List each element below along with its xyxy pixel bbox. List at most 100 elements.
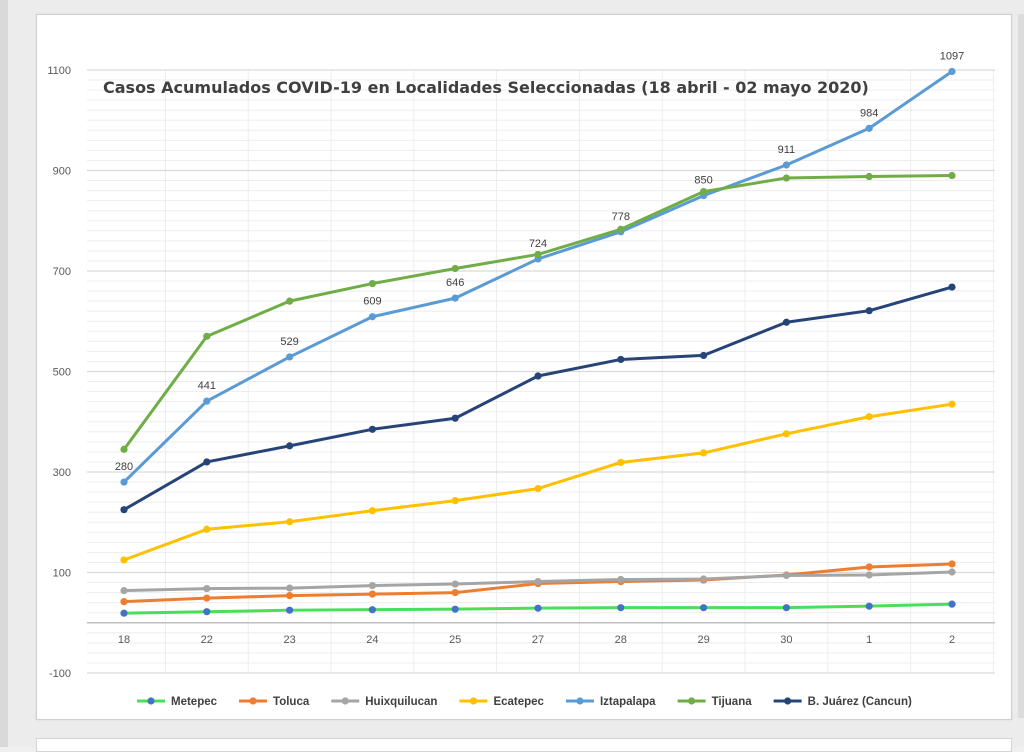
y-tick-label: 900: [53, 166, 71, 178]
legend-item-b-ju-rez-cancun: B. Juárez (Cancun): [773, 696, 912, 708]
y-tick-label: 100: [53, 568, 71, 580]
series-huixquilucan: [120, 568, 956, 595]
data-point-toluca: [865, 563, 873, 571]
left-edge-strip: [0, 0, 8, 747]
data-point-tijuana: [203, 332, 211, 340]
data-point-metepec: [617, 604, 625, 612]
data-point-ecatepec: [782, 430, 791, 438]
data-point-huixquilucan: [865, 571, 873, 579]
data-point-b-ju-rez-cancun: [368, 425, 376, 433]
data-point-tijuana: [286, 297, 294, 305]
data-point-huixquilucan: [368, 581, 376, 590]
data-labels: 280 441 529 609 646 724 778 850 911 984 1097: [115, 51, 964, 474]
data-point-huixquilucan: [451, 580, 459, 588]
data-point-metepec: [120, 609, 128, 617]
x-tick-label: 28: [615, 634, 627, 646]
data-point-ecatepec: [451, 497, 459, 505]
data-point-metepec: [203, 608, 211, 616]
legend-swatch-marker: [576, 697, 584, 705]
data-label-iztapalapa: 984: [860, 107, 878, 119]
legend-label: B. Juárez (Cancun): [808, 696, 912, 708]
data-point-toluca: [286, 592, 294, 600]
data-point-iztapalapa: [782, 161, 791, 169]
legend-swatch-marker: [147, 697, 155, 705]
x-tick-label: 23: [283, 634, 295, 646]
data-point-ecatepec: [203, 525, 211, 533]
legend-item-toluca: Toluca: [239, 696, 310, 708]
data-label-iztapalapa: 441: [198, 380, 216, 392]
legend-item-huixquilucan: Huixquilucan: [331, 696, 437, 708]
data-point-huixquilucan: [700, 575, 708, 583]
x-tick-label: 22: [201, 634, 213, 646]
y-tick-label: 500: [53, 367, 71, 379]
data-label-iztapalapa: 609: [363, 296, 381, 308]
data-point-b-ju-rez-cancun: [948, 283, 956, 291]
data-point-iztapalapa: [120, 478, 128, 486]
data-point-toluca: [948, 560, 956, 568]
data-point-ecatepec: [700, 449, 708, 457]
data-point-iztapalapa: [286, 353, 294, 361]
data-point-toluca: [203, 594, 211, 602]
data-point-tijuana: [700, 188, 708, 196]
data-point-iztapalapa: [368, 313, 376, 321]
legend-swatch-marker: [249, 697, 257, 705]
chart-frame: 1100 900 700 500 300 100 -100 18 22 23 24 25 27 28 29…: [36, 14, 1012, 720]
data-point-ecatepec: [120, 556, 128, 564]
legend-swatch-marker: [784, 697, 792, 705]
x-tick-label: 30: [780, 634, 792, 646]
data-point-metepec: [368, 606, 376, 614]
data-point-b-ju-rez-cancun: [203, 458, 211, 466]
data-point-tijuana: [948, 171, 956, 180]
legend: Metepec Toluca Huixquilucan Ecatepec Iztapal…: [137, 696, 912, 708]
legend-label: Toluca: [273, 696, 310, 708]
x-tick-label: 27: [532, 634, 544, 646]
data-point-b-ju-rez-cancun: [534, 372, 542, 380]
y-tick-label: 1100: [47, 65, 71, 77]
data-point-tijuana: [782, 174, 791, 182]
x-tick-label: 25: [449, 634, 461, 646]
data-point-huixquilucan: [203, 584, 211, 593]
data-point-metepec: [700, 604, 708, 612]
data-point-huixquilucan: [617, 575, 625, 584]
data-point-tijuana: [120, 445, 128, 453]
x-tick-label: 24: [366, 634, 378, 646]
series-ecatepec: [120, 400, 956, 564]
gridlines: [87, 69, 995, 674]
data-point-ecatepec: [534, 484, 542, 493]
legend-label: Metepec: [171, 696, 218, 708]
legend-swatch-marker: [687, 697, 696, 705]
data-point-tijuana: [617, 225, 625, 233]
series-metepec: [120, 600, 956, 617]
data-label-iztapalapa: 646: [446, 277, 464, 289]
data-point-ecatepec: [368, 507, 376, 515]
next-chart-frame-edge: [36, 738, 1012, 752]
x-tick-label: 18: [118, 634, 130, 646]
data-point-metepec: [948, 600, 956, 608]
legend-item-iztapalapa: Iztapalapa: [565, 696, 656, 708]
data-label-iztapalapa: 1097: [940, 51, 964, 63]
legend-label: Tijuana: [712, 696, 753, 708]
data-point-metepec: [451, 605, 459, 613]
data-point-b-ju-rez-cancun: [120, 506, 128, 514]
data-point-b-ju-rez-cancun: [617, 355, 625, 364]
legend-swatch-marker: [341, 697, 349, 705]
chart-title: Casos Acumulados COVID-19 en Localidades…: [103, 78, 869, 97]
data-label-iztapalapa: 280: [115, 461, 133, 473]
data-point-huixquilucan: [782, 571, 791, 580]
legend-label: Huixquilucan: [365, 696, 437, 708]
data-point-metepec: [865, 602, 873, 610]
legend-item-metepec: Metepec: [137, 696, 218, 708]
data-point-toluca: [368, 590, 376, 598]
data-point-ecatepec: [948, 400, 956, 408]
data-point-huixquilucan: [120, 586, 128, 595]
legend-item-ecatepec: Ecatepec: [459, 696, 545, 708]
legend-label: Iztapalapa: [600, 696, 656, 708]
data-point-iztapalapa: [203, 397, 211, 405]
data-label-iztapalapa: 850: [694, 175, 712, 187]
data-point-ecatepec: [286, 518, 294, 526]
x-axis-tick-labels: 18 22 23 24 25 27 28 29 30 1 2: [118, 634, 955, 646]
data-point-tijuana: [368, 279, 376, 288]
data-point-iztapalapa: [451, 294, 459, 302]
